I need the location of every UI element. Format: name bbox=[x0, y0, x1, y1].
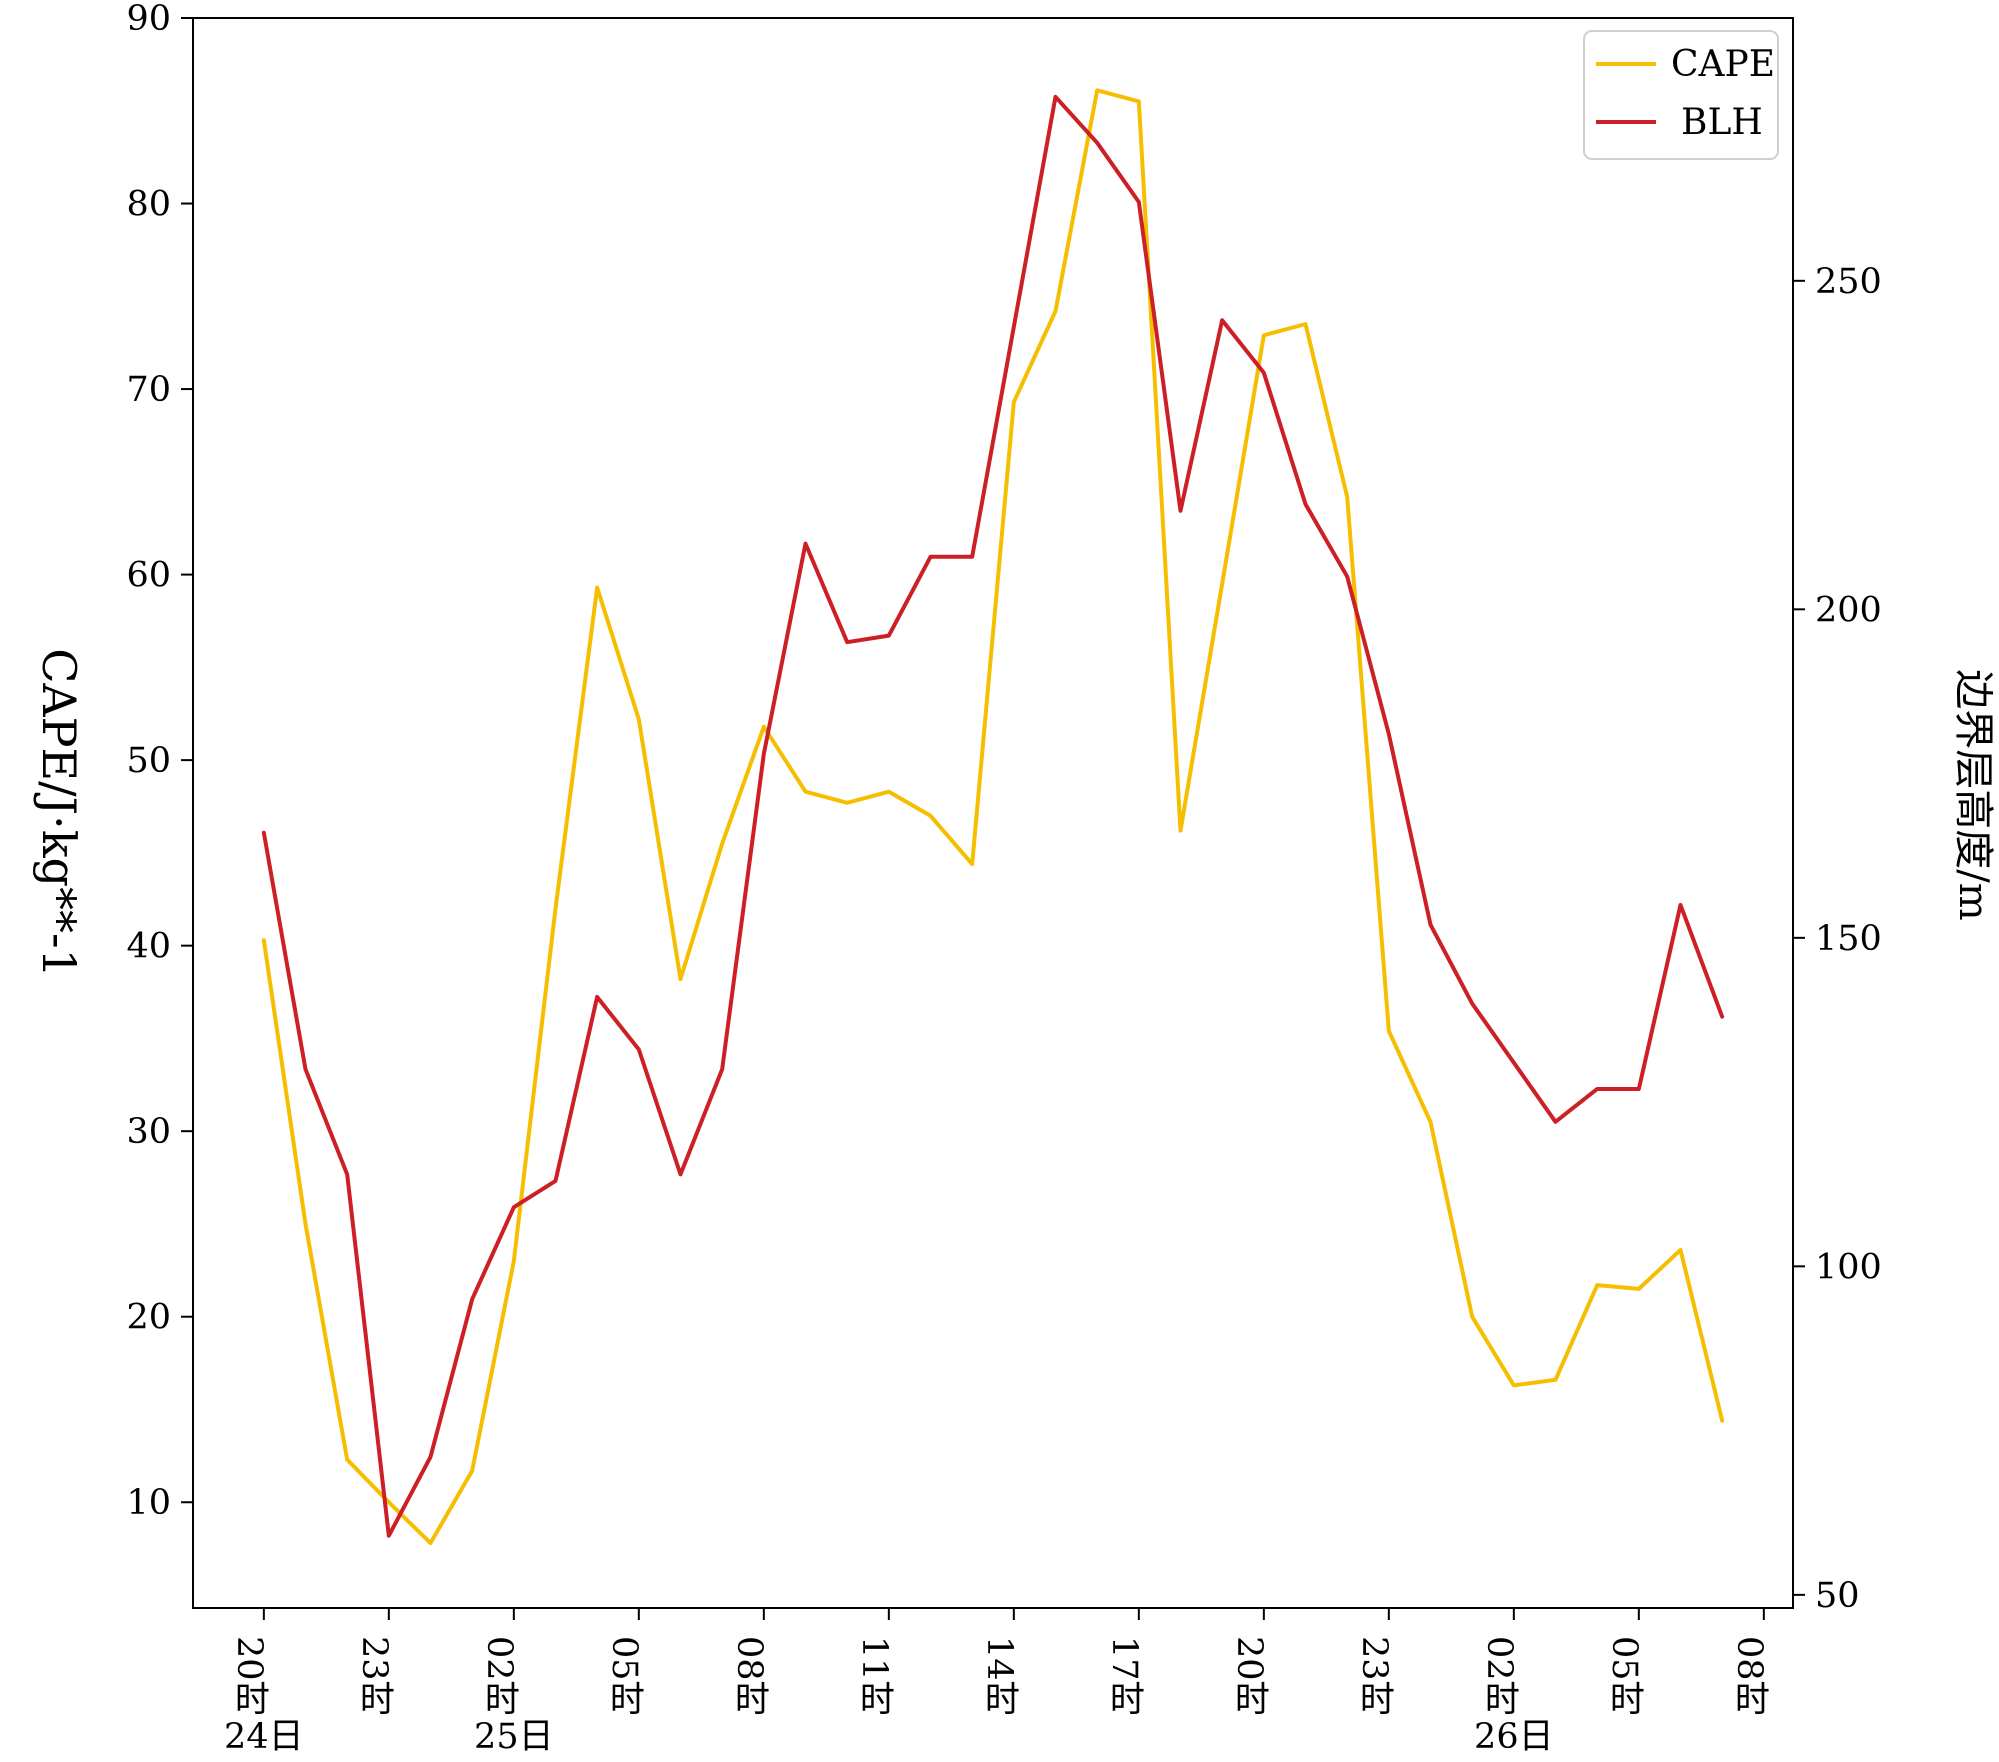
y-axis-right-ticks: 50 100 150 200 250 bbox=[1793, 262, 1882, 1616]
x-tick-label-10: 02时 bbox=[1479, 1636, 1519, 1716]
y-right-tick-label-4: 250 bbox=[1815, 262, 1882, 302]
legend-blh-label: BLH bbox=[1681, 102, 1763, 143]
y-left-tick-label-4: 50 bbox=[126, 741, 171, 781]
plot-frame bbox=[192, 17, 1794, 1609]
x-tick-label-5: 11时 bbox=[854, 1636, 894, 1716]
x-tick-label-8: 20时 bbox=[1229, 1636, 1269, 1716]
y-axis-right-title: 边界层高度/m bbox=[1950, 669, 1996, 920]
x-tick-label-6: 14时 bbox=[979, 1636, 1019, 1716]
x-tick-label-4: 08时 bbox=[729, 1636, 769, 1716]
y-left-tick-label-1: 20 bbox=[126, 1298, 171, 1338]
x-tick-label-12: 08时 bbox=[1729, 1636, 1769, 1716]
y-left-tick-label-7: 80 bbox=[126, 185, 171, 225]
y-axis-left-title: CAPE/J·kg**-1 bbox=[32, 648, 86, 978]
y-right-tick-label-3: 200 bbox=[1815, 590, 1882, 630]
y-right-tick-label-2: 150 bbox=[1815, 919, 1882, 959]
x-tick-label-11: 05时 bbox=[1604, 1636, 1644, 1716]
y-right-tick-label-0: 50 bbox=[1815, 1576, 1860, 1616]
x-tick-label-7: 17时 bbox=[1104, 1636, 1144, 1716]
x-tick-label-2: 02时 bbox=[479, 1636, 519, 1716]
y-left-tick-label-3: 40 bbox=[126, 927, 171, 967]
y-axis-left-ticks: 10 20 30 40 50 60 70 80 90 bbox=[126, 0, 193, 1523]
x-tick-label-9: 23时 bbox=[1354, 1636, 1394, 1716]
y-left-tick-label-6: 70 bbox=[126, 370, 171, 410]
series-line-cape bbox=[261, 88, 1725, 1546]
legend-cape-label: CAPE bbox=[1671, 44, 1775, 85]
series-line-blh bbox=[261, 94, 1725, 1538]
y-left-tick-label-0: 10 bbox=[126, 1483, 171, 1523]
x-day-label-2: 26日 bbox=[1474, 1717, 1554, 1757]
x-tick-label-1: 23时 bbox=[354, 1636, 394, 1716]
legend: CAPE BLH bbox=[1583, 30, 1779, 160]
x-axis-ticks: 20时 23时 02时 05时 08时 11时 14时 17时 20时 23时 02时 05时 08时 bbox=[229, 1608, 1769, 1716]
y-left-tick-label-5: 60 bbox=[126, 556, 171, 596]
x-day-label-1: 25日 bbox=[474, 1717, 554, 1757]
y-left-tick-label-8: 90 bbox=[126, 0, 171, 39]
x-axis-day-labels: 24日 25日 26日 bbox=[224, 1717, 1554, 1757]
x-day-label-0: 24日 bbox=[224, 1717, 304, 1757]
x-tick-label-3: 05时 bbox=[604, 1636, 644, 1716]
x-tick-label-0: 20时 bbox=[229, 1636, 269, 1716]
y-right-tick-label-1: 100 bbox=[1815, 1247, 1882, 1287]
y-left-tick-label-2: 30 bbox=[126, 1112, 171, 1152]
